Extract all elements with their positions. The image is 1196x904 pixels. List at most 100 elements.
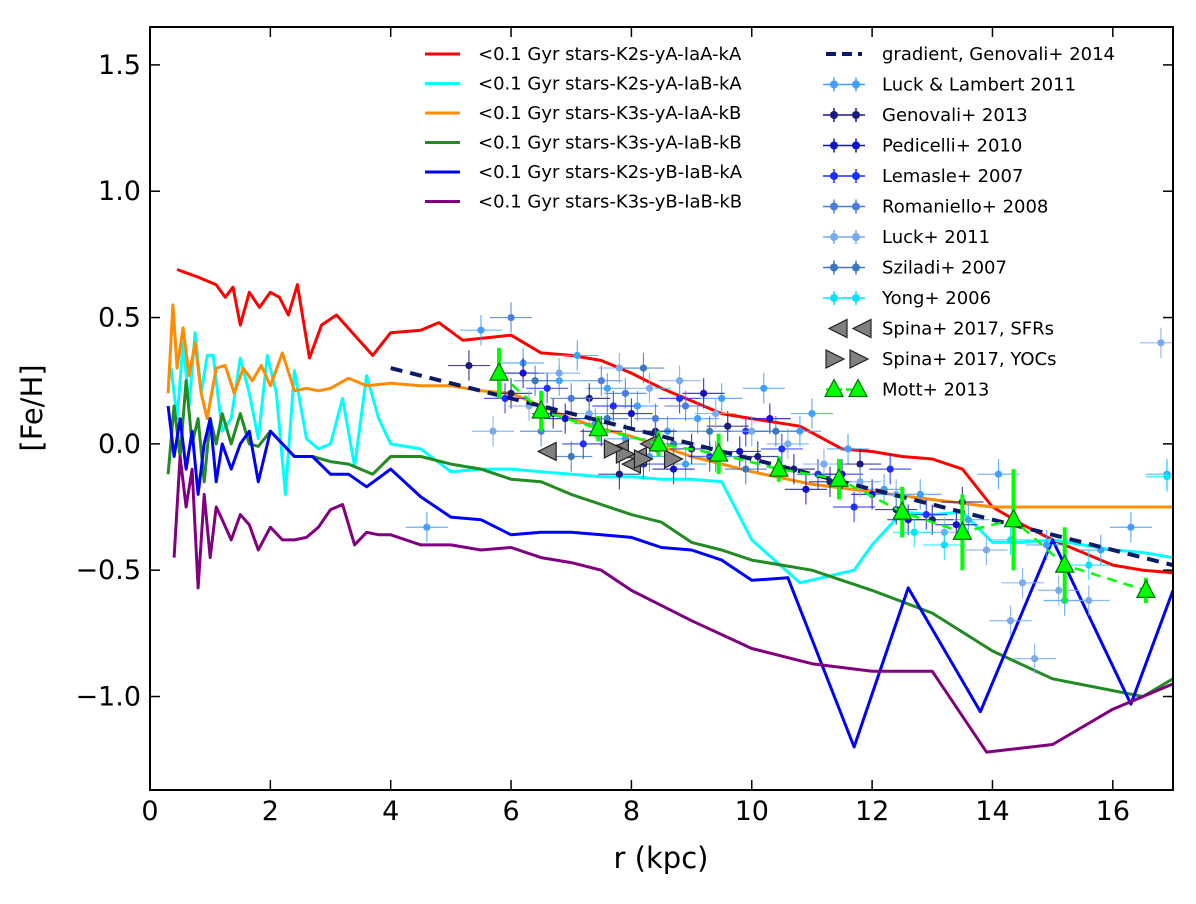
- luck-2011-point: [628, 373, 671, 404]
- mott-point: [1054, 553, 1075, 573]
- data-point: [615, 470, 623, 478]
- y-tick-label: 0.0: [98, 429, 141, 460]
- x-tick-label: 14: [975, 796, 1009, 827]
- mott-point: [588, 417, 609, 437]
- data-point: [507, 389, 515, 397]
- data-point: [808, 409, 816, 418]
- data-point: [681, 402, 690, 410]
- data-point: [651, 415, 660, 423]
- series-layer: [166, 268, 1173, 754]
- luck-lambert-2011-point: [742, 373, 785, 404]
- data-point: [886, 465, 894, 473]
- lemasle-2007-point: [869, 453, 912, 485]
- data-point: [1055, 586, 1063, 595]
- data-point: [940, 541, 948, 549]
- data-point: [856, 460, 864, 468]
- data-point: [748, 427, 756, 435]
- legend-entry-sziladi-2007: Sziladi+ 2007: [823, 258, 1007, 279]
- x-tick-label: 4: [382, 796, 399, 827]
- data-point: [579, 440, 587, 448]
- ticks-layer: 0 2 4 6 8 10 12 14 16 −1.0 −0.5 0.0 0.5 1.0 1.5: [75, 27, 1173, 827]
- luck-lambert-2011-point: [459, 315, 503, 346]
- legend-entry-yong-2006: Yong+ 2006: [823, 288, 991, 309]
- data-point: [681, 460, 690, 468]
- mott-point: [952, 521, 973, 540]
- data-point: [519, 369, 527, 377]
- series-line-0-1-gyr-stars-k3s-yb-iab-kb: [172, 455, 1173, 754]
- luck-lambert-2011-point: [826, 433, 870, 465]
- luck-2011-point: [1067, 585, 1110, 616]
- x-tick-label: 16: [1096, 796, 1130, 827]
- legend-label: Genovali+ 2013: [882, 105, 1028, 126]
- legend-swatch-marker: [852, 294, 860, 302]
- legend-swatch-marker: [830, 141, 838, 150]
- legend-label: Sziladi+ 2007: [882, 258, 1007, 279]
- legend-swatch-marker: [852, 233, 860, 241]
- mott-point: [1135, 579, 1156, 599]
- legend-swatch-marker: [830, 111, 838, 119]
- romaniello-2008-point: [604, 378, 647, 409]
- data-point: [1127, 523, 1135, 531]
- data-point: [760, 384, 768, 392]
- pedicelli-2010-point: [544, 403, 587, 434]
- legend-swatch-marker: [825, 349, 846, 369]
- data-point: [910, 528, 918, 536]
- luck-lambert-2011-point: [1025, 529, 1068, 561]
- sziladi-2007-point: [724, 453, 767, 485]
- legend-entry-luck-2011: Luck+ 2011: [823, 227, 990, 248]
- data-point: [543, 384, 551, 392]
- luck-2011-point: [694, 398, 737, 429]
- data-point: [718, 394, 726, 402]
- data-point: [675, 377, 684, 385]
- lemasle-2007-point: [833, 491, 876, 523]
- y-tick-label: 0.5: [98, 303, 141, 334]
- mott-point: [892, 500, 913, 520]
- luck-2011-point: [965, 534, 1008, 566]
- luck-2011-point: [1139, 327, 1173, 358]
- spina-yocs-point: [663, 449, 684, 470]
- legend-swatch-marker: [852, 172, 860, 180]
- data-point: [712, 409, 720, 418]
- legend-label: <0.1 Gyr stars-K3s-yA-IaA-kB: [478, 103, 741, 124]
- data-point: [778, 445, 786, 453]
- legend-swatch-marker: [852, 202, 860, 211]
- data-point: [567, 452, 575, 461]
- legend-swatch-marker: [830, 294, 838, 302]
- data-point: [639, 364, 648, 372]
- sziladi-2007-point: [688, 416, 731, 447]
- legend-label: <0.1 Gyr stars-K3s-yA-IaB-kB: [478, 133, 742, 154]
- luck-lambert-2011-point: [676, 403, 719, 434]
- data-point: [964, 516, 973, 524]
- data-point: [1157, 339, 1165, 347]
- luck-2011-point: [538, 357, 581, 389]
- romaniello-2008-point: [634, 403, 677, 434]
- legend-label: <0.1 Gyr stars-K3s-yB-IaB-kB: [478, 192, 742, 213]
- legend-entry-mott-2013: Mott+ 2013: [824, 378, 989, 401]
- legend-swatch-marker: [852, 111, 860, 119]
- legend-entry-genovali-2013: Genovali+ 2013: [823, 105, 1028, 126]
- data-point: [609, 402, 617, 410]
- legend-entry-pedicelli-2010: Pedicelli+ 2010: [823, 136, 1022, 157]
- spina-yocs-point: [633, 449, 654, 470]
- luck-2011-point: [1013, 643, 1056, 674]
- plot-area-frame: [149, 26, 1174, 791]
- legend-label: Romaniello+ 2008: [882, 197, 1048, 218]
- mott-point: [648, 432, 669, 452]
- sziladi-2007-point: [754, 416, 797, 447]
- legend-swatch-marker: [852, 141, 860, 150]
- luck-2011-point: [1001, 567, 1044, 598]
- x-tick-label: 0: [141, 796, 158, 827]
- series-line-0-1-gyr-stars-k2s-ya-iaa-ka: [176, 268, 1173, 575]
- data-point: [820, 460, 828, 468]
- data-point: [627, 409, 636, 418]
- mott-line: [498, 372, 1147, 592]
- x-tick-label: 6: [502, 796, 519, 827]
- lemasle-2007-point: [526, 373, 569, 404]
- data-point: [772, 427, 780, 435]
- data-point: [555, 369, 563, 377]
- sziladi-2007-point: [514, 365, 557, 396]
- data-point: [742, 465, 750, 473]
- genovali-2013-point: [706, 411, 749, 442]
- data-point: [675, 394, 684, 402]
- luck-2011-point: [766, 428, 809, 460]
